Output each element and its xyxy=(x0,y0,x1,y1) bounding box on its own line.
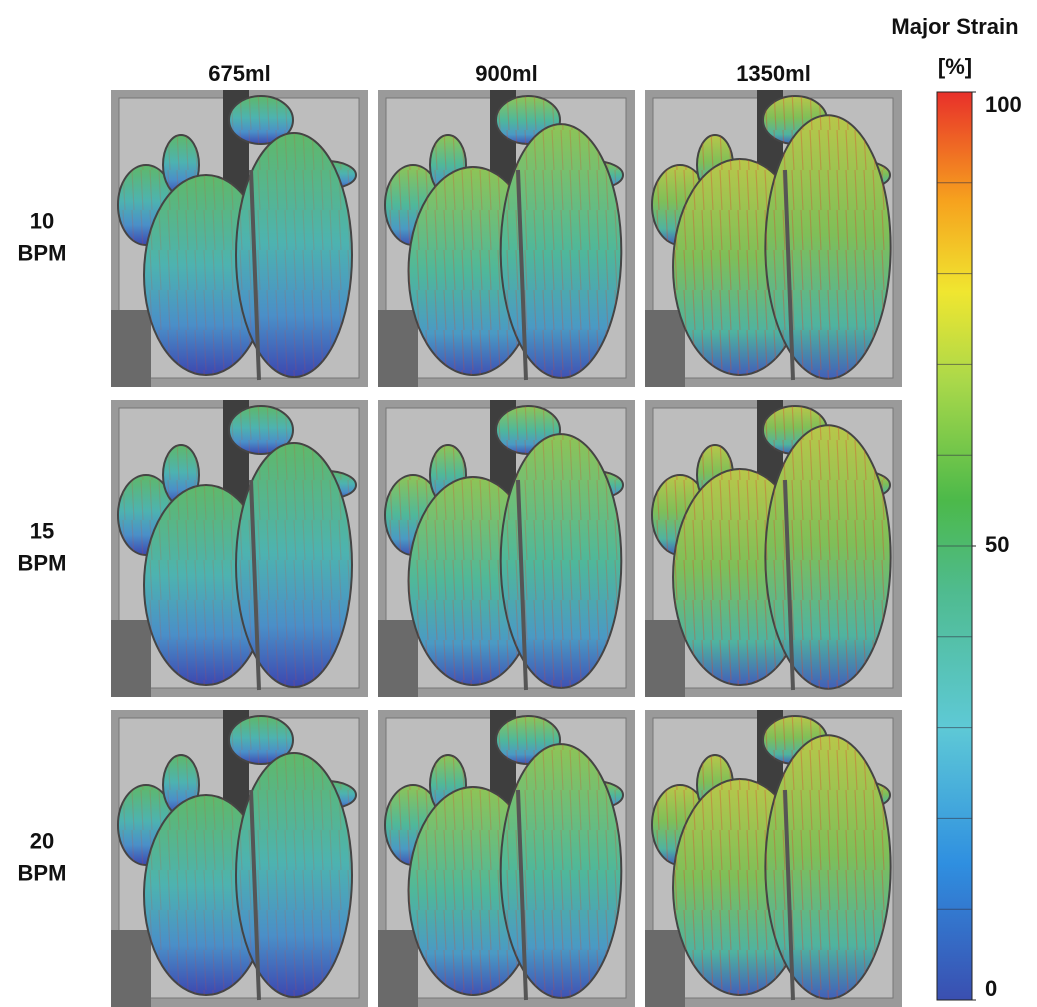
row-label: 20 xyxy=(30,828,54,853)
lobe-gap xyxy=(249,789,261,1001)
lobe-gap xyxy=(249,479,261,691)
lung-image xyxy=(111,710,368,1007)
lung-image xyxy=(111,90,368,387)
tray-edge xyxy=(111,930,151,1007)
lobe-gap xyxy=(516,479,528,691)
strain-streaks xyxy=(765,115,891,379)
colorbar-dividers xyxy=(937,182,972,910)
colorbar-tick-label: 50 xyxy=(985,532,1009,557)
strain-streaks xyxy=(236,443,352,687)
strain-streaks xyxy=(765,735,891,999)
strain-streaks xyxy=(765,425,891,689)
lung-image xyxy=(645,710,902,1007)
column-label: 675ml xyxy=(208,61,270,86)
strain-streaks xyxy=(229,96,293,144)
strain-streaks xyxy=(500,744,622,998)
lobe-gap xyxy=(783,169,795,381)
lung-image xyxy=(111,400,368,697)
row-label: BPM xyxy=(18,860,67,885)
lung-image xyxy=(645,400,902,697)
tray-edge xyxy=(378,930,418,1007)
tray-edge xyxy=(645,310,685,387)
lung-image xyxy=(378,90,635,387)
column-label: 1350ml xyxy=(736,61,811,86)
row-label: BPM xyxy=(18,550,67,575)
tray-edge xyxy=(645,620,685,697)
lobe-gap xyxy=(783,789,795,1001)
column-label: 900ml xyxy=(475,61,537,86)
lobe-gap xyxy=(249,169,261,381)
colorbar-tick-label: 100 xyxy=(985,92,1022,117)
row-label: 10 xyxy=(30,208,54,233)
strain-streaks xyxy=(236,133,352,377)
lung-image xyxy=(378,400,635,697)
lobe-gap xyxy=(516,169,528,381)
lung-image xyxy=(378,710,635,1007)
lobe-gap xyxy=(516,789,528,1001)
tray-edge xyxy=(378,620,418,697)
lobe-gap xyxy=(783,479,795,691)
tray-edge xyxy=(111,310,151,387)
tray-edge xyxy=(378,310,418,387)
strain-streaks xyxy=(229,406,293,454)
tray-edge xyxy=(645,930,685,1007)
strain-streaks xyxy=(236,753,352,997)
strain-streaks xyxy=(500,124,622,378)
tray-edge xyxy=(111,620,151,697)
row-label: 15 xyxy=(30,518,54,543)
row-label: BPM xyxy=(18,240,67,265)
strain-streaks xyxy=(229,716,293,764)
lung-image xyxy=(645,90,902,387)
strain-streaks xyxy=(500,434,622,688)
colorbar-tick-label: 0 xyxy=(985,976,997,1001)
colorbar-title: Major Strain xyxy=(891,14,1018,39)
colorbar-unit: [%] xyxy=(938,54,972,79)
